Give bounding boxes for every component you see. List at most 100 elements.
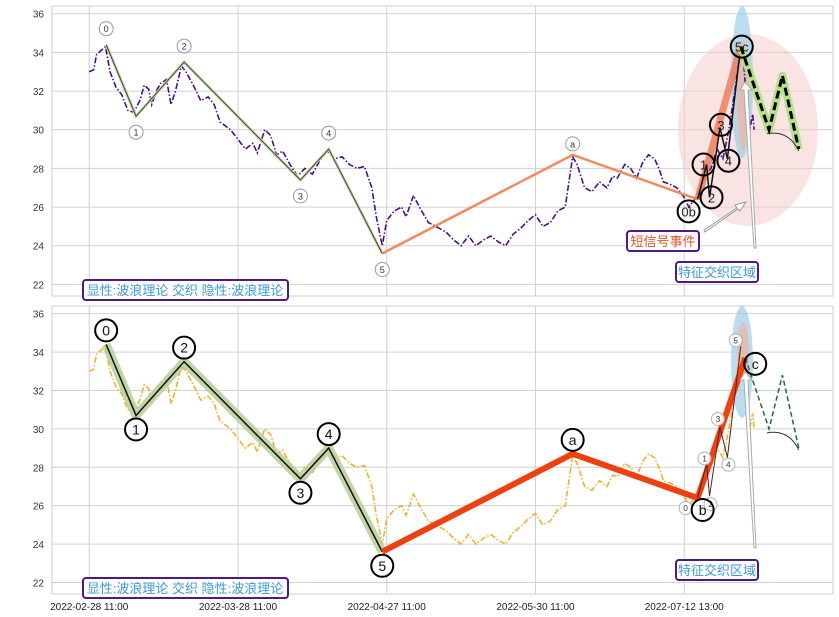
signal-arrow [703, 201, 748, 233]
zone-box [675, 559, 759, 581]
wave-label-circle [321, 125, 337, 141]
y-tick-label: 36 [33, 310, 45, 321]
wave-label: 1 [132, 421, 140, 437]
zone-arrow [739, 81, 757, 249]
x-tick-label: 2022-02-28 11:00 [50, 602, 129, 613]
sub-wave-label: 2 [708, 500, 713, 509]
y-tick-label: 26 [33, 203, 45, 214]
wave-label: 5 [378, 558, 386, 574]
wave-label: a [570, 139, 575, 149]
correction-wave-line [381, 153, 699, 255]
wave-label-circle [124, 417, 149, 442]
sub-wave-circle [716, 148, 741, 173]
y-tick-label: 34 [33, 348, 45, 359]
wave-label-circle [316, 422, 341, 447]
sub-wave-label: 3 [716, 415, 721, 424]
x-tick-label: 2022-05-30 11:00 [496, 602, 575, 613]
sub-wave-label: 0b [681, 204, 695, 219]
wave-label: b [699, 502, 707, 518]
sub-wave-circle [699, 185, 724, 210]
sub-wave-label: 2 [708, 190, 715, 205]
y-tick-label: 22 [33, 280, 45, 291]
sub-wave-circle [691, 152, 716, 177]
legend-label: 显性:波浪理论 交织 隐性:波浪理论 [87, 283, 283, 298]
zone-arrow [739, 371, 757, 549]
wave-label: 3 [298, 192, 303, 202]
y-tick-label: 22 [33, 578, 45, 589]
sub-wave-circle [708, 112, 733, 137]
wave-label: 0 [104, 24, 109, 34]
main-wave-line [105, 344, 383, 553]
price-series-line [88, 45, 755, 247]
wave-label: 1 [134, 128, 139, 138]
sub-wave-label: 0 [683, 504, 688, 513]
panel-top: 2224262830323436012345a0b12345c短信号事件特征交织… [33, 5, 834, 301]
legend-box [82, 279, 289, 301]
x-tick-label: 2022-07-12 13:00 [645, 602, 724, 613]
short-signal-box [626, 230, 700, 252]
short-signal-label: 短信号事件 [630, 234, 695, 249]
y-tick-label: 30 [33, 126, 45, 137]
legend-label: 显性:波浪理论 交织 隐性:波浪理论 [87, 581, 283, 596]
y-tick-label: 34 [33, 48, 45, 59]
wave-label-circle [690, 498, 715, 522]
sub-wave-label: 5 [734, 336, 739, 345]
sub-wave-label: 1 [702, 454, 707, 463]
projection-line [739, 46, 801, 150]
sub-wave-circle [710, 411, 725, 426]
sub-wave-circle [676, 199, 701, 224]
sub-wave-circle [729, 34, 754, 59]
correction-wave-line [380, 356, 749, 555]
wave-label-circle [374, 261, 390, 277]
wave-label: 2 [182, 42, 187, 52]
price-series-line [88, 344, 755, 546]
main-wave-line [105, 44, 383, 254]
wave-label: 2 [180, 340, 188, 356]
wave-label-circle [288, 480, 313, 505]
wave-label-circle [128, 124, 144, 140]
wave-label-circle [370, 553, 395, 578]
wave-label: 5 [380, 265, 385, 275]
sub-wave-label: 4 [725, 154, 732, 169]
wave-label-circle [560, 427, 585, 452]
y-tick-label: 24 [33, 540, 45, 551]
wave-label-circle [94, 318, 119, 343]
sub-wave-circle [728, 333, 743, 348]
y-tick-label: 36 [33, 10, 45, 21]
wave-label: 0 [102, 322, 110, 338]
sub-wave-label: 1 [700, 158, 707, 173]
y-tick-label: 32 [33, 87, 45, 98]
y-tick-label: 28 [33, 164, 45, 175]
y-tick-label: 32 [33, 386, 45, 397]
zone-label: 特征交织区域 [678, 265, 756, 280]
legend-box [82, 577, 289, 599]
wave-label: 3 [297, 485, 305, 501]
sub-wave-line [697, 346, 742, 499]
sub-wave-label: 4 [726, 461, 731, 470]
x-tick-label: 2022-03-28 11:00 [199, 602, 278, 613]
wave-label-circle [565, 136, 581, 152]
zone-label: 特征交织区域 [678, 563, 756, 578]
projection-curve [766, 431, 800, 451]
sub-wave-label: 3 [717, 118, 724, 133]
sub-wave-circle [721, 457, 736, 472]
projection-curve [766, 132, 800, 152]
zone-box [675, 261, 759, 283]
sub-wave-circle [697, 451, 712, 466]
y-tick-label: 30 [33, 425, 45, 436]
y-tick-label: 28 [33, 463, 45, 474]
wave-label: 4 [325, 426, 333, 442]
sub-wave-label: 5c [735, 40, 749, 55]
x-tick-label: 2022-04-27 11:00 [348, 602, 427, 613]
wave-label-circle [176, 38, 192, 54]
wave-label-circle [98, 21, 114, 37]
wave-label-circle [292, 188, 308, 204]
wave-label-circle [172, 335, 197, 360]
wave-label-circle [743, 351, 768, 376]
wave-label: 4 [326, 129, 331, 139]
wave-label: a [569, 432, 577, 448]
y-tick-label: 24 [33, 242, 45, 253]
wave-label: c [752, 356, 759, 372]
